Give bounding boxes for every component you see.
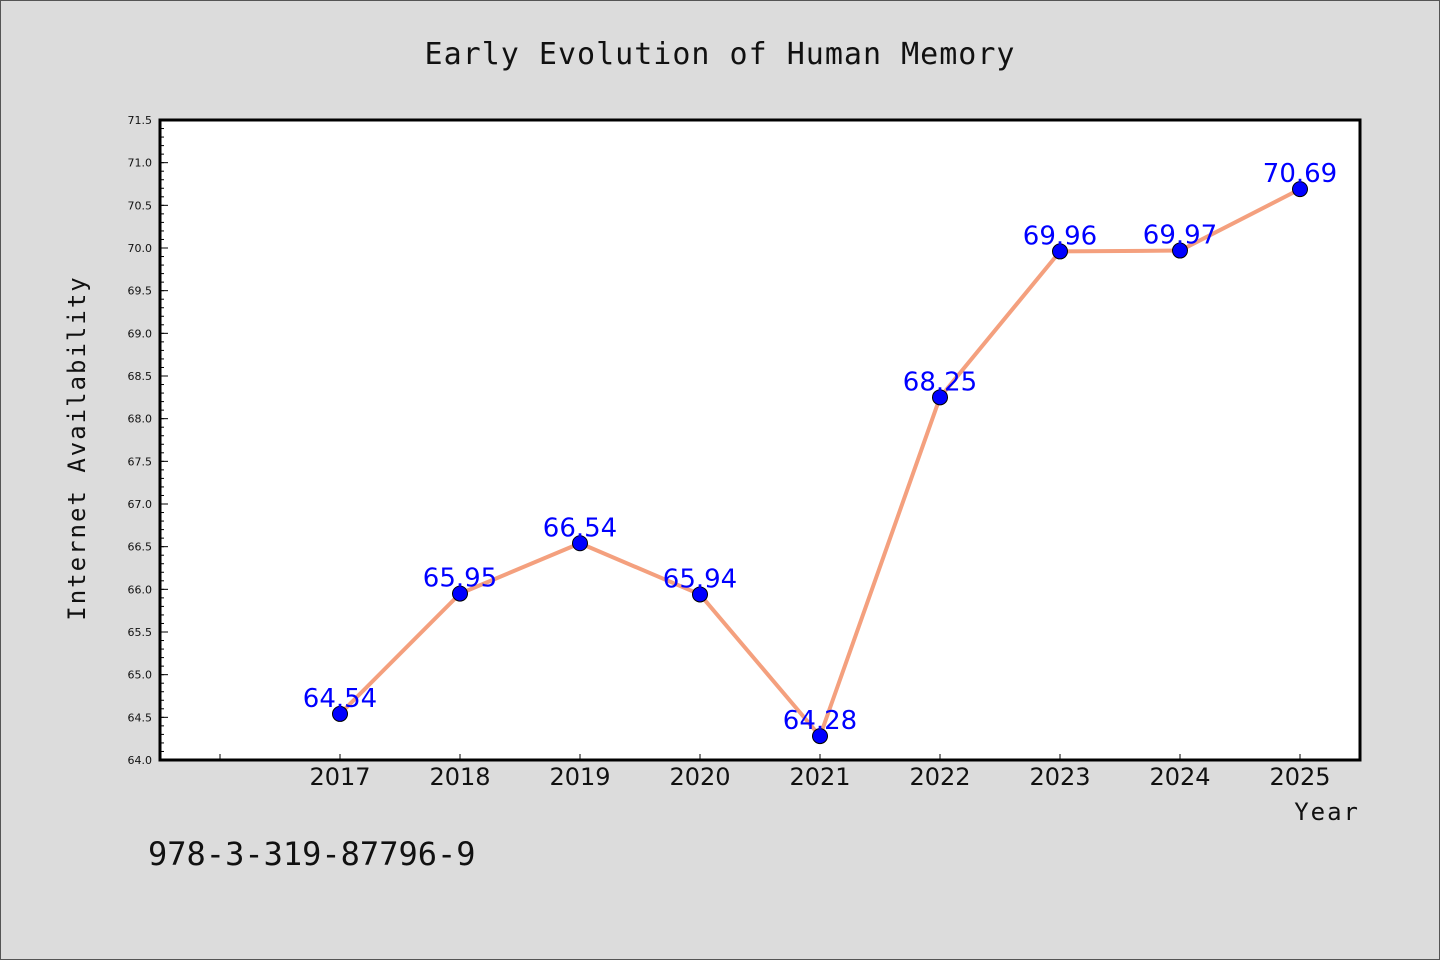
data-label: 69.97 <box>1143 221 1217 251</box>
x-axis-label: Year <box>1294 798 1360 826</box>
y-tick-label: 65.0 <box>128 669 153 682</box>
data-label: 65.94 <box>663 564 737 594</box>
data-point <box>932 389 948 406</box>
data-point <box>572 535 588 552</box>
x-tick-label: 2022 <box>909 763 970 791</box>
series-layer <box>332 181 1308 745</box>
plot-area <box>160 120 1360 760</box>
x-tick-label: 2020 <box>669 763 730 791</box>
x-tick-label: 2017 <box>309 763 370 791</box>
x-tick-label: 2023 <box>1029 763 1090 791</box>
data-label: 68.25 <box>903 367 977 397</box>
y-tick-label: 64.0 <box>128 754 153 767</box>
y-axis: 64.0 64.5 65.0 65.5 66.0 66.5 67.0 67.5 68.0 68.5… <box>128 114 168 767</box>
x-tick-label: 2021 <box>789 763 850 791</box>
y-tick-label: 68.0 <box>128 413 153 426</box>
x-tick-label: 2018 <box>429 763 490 791</box>
data-label: 64.54 <box>303 684 377 714</box>
data-labels: 64.54 65.95 66.54 65.94 64.28 68.25 69.96 69.97… <box>303 159 1337 736</box>
data-label: 70.69 <box>1263 159 1337 189</box>
x-tick-label: 2019 <box>549 763 610 791</box>
y-tick-label: 66.5 <box>128 541 153 554</box>
y-axis-label: Internet Availability <box>63 275 91 620</box>
data-point <box>1172 242 1188 259</box>
y-tick-label: 71.0 <box>128 157 153 170</box>
x-tick-label: 2025 <box>1269 763 1330 791</box>
data-point <box>452 585 468 602</box>
y-tick-label: 67.5 <box>128 455 153 468</box>
y-tick-label: 70.5 <box>128 199 153 212</box>
y-tick-label: 69.5 <box>128 285 153 298</box>
data-point <box>812 728 828 745</box>
data-point <box>332 705 348 722</box>
isbn-footnote: 978-3-319-87796-9 <box>148 835 476 873</box>
data-point <box>1052 243 1068 260</box>
data-label: 64.28 <box>783 706 857 736</box>
data-label: 65.95 <box>423 564 497 594</box>
y-tick-label: 70.0 <box>128 242 153 255</box>
y-tick-label: 67.0 <box>128 498 153 511</box>
y-tick-label: 65.5 <box>128 626 153 639</box>
data-label: 66.54 <box>543 513 617 543</box>
y-tick-label: 66.0 <box>128 583 153 596</box>
plot-border <box>158 118 1362 762</box>
data-point <box>1292 181 1308 198</box>
y-tick-label: 69.0 <box>128 327 153 340</box>
x-axis: 2017 2018 2019 2020 2021 2022 2023 2024 2025 <box>219 754 1331 791</box>
data-label: 69.96 <box>1023 221 1097 251</box>
y-tick-label: 68.5 <box>128 370 153 383</box>
y-tick-label: 71.5 <box>128 114 153 127</box>
data-point <box>692 586 708 603</box>
y-tick-label: 64.5 <box>128 711 153 724</box>
chart-title: Early Evolution of Human Memory <box>425 37 1016 72</box>
x-tick-label: 2024 <box>1149 763 1210 791</box>
